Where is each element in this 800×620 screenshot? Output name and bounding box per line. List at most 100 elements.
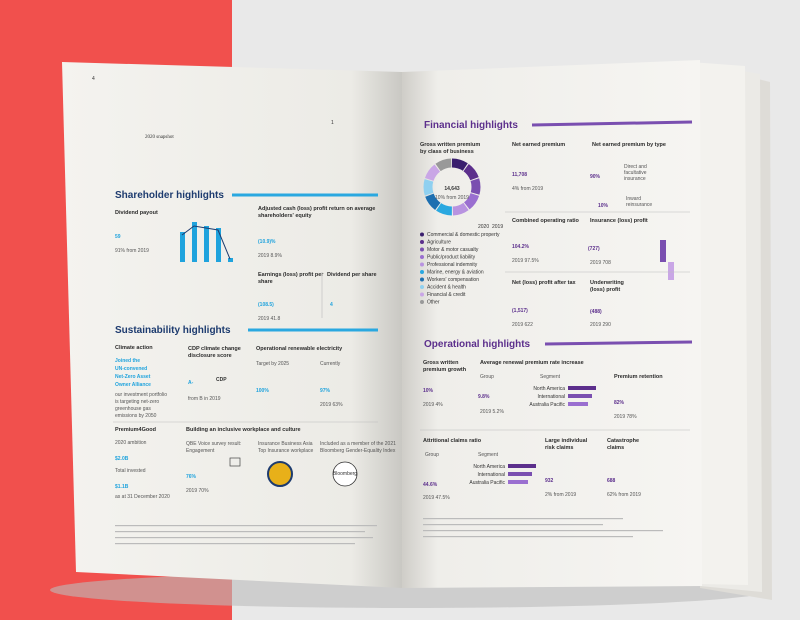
footnote-line <box>423 524 603 526</box>
class-name: Professional indemnity <box>427 262 478 268</box>
highlight: UN-convened <box>115 366 147 372</box>
label: 2020 ambition <box>115 440 147 446</box>
page-number: 4 <box>92 76 95 82</box>
value: (488) <box>590 309 602 315</box>
class-name: Accident & health <box>427 285 466 291</box>
prior: 2019 708 <box>590 260 611 266</box>
change: 91% from 2019 <box>115 248 149 254</box>
prior: 2019 47.5% <box>423 495 450 501</box>
column-header: 2020 <box>478 224 489 230</box>
label: Currently <box>320 361 341 367</box>
prior: 2019 41.8 <box>258 316 280 322</box>
title: 2020 snapshot <box>145 135 174 140</box>
prior: 2019 5.2% <box>480 409 504 415</box>
label: premium growth <box>423 367 467 373</box>
value: 100% <box>256 388 269 394</box>
value: 104.2% <box>512 244 530 250</box>
label: Large individual <box>545 438 588 444</box>
footnotes <box>423 518 663 538</box>
label: Dividend payout <box>115 210 158 216</box>
prior: 2019 70% <box>186 488 209 494</box>
label: disclosure score <box>188 353 232 359</box>
change: 62% from 2019 <box>607 492 641 498</box>
label: Combined operating ratio <box>512 218 580 224</box>
highlight: Net-Zero Asset <box>115 374 151 380</box>
value: 10% <box>598 203 609 209</box>
legend-dot <box>420 240 424 244</box>
label: Segment <box>478 452 499 458</box>
value: 59 <box>115 234 121 240</box>
donut-segment <box>423 158 481 216</box>
class-list: 2020 2019 Commercial & domestic property Ag… <box>420 224 503 306</box>
segment-list: North America International Australia Paci… <box>469 464 536 486</box>
value: 10% <box>423 388 434 394</box>
label: risk claims <box>545 445 573 451</box>
label: (loss) profit <box>590 287 620 293</box>
label: Group <box>425 452 439 458</box>
text: emissions by 2050 <box>115 413 157 419</box>
footnote-line <box>115 525 377 527</box>
segment-bar <box>568 386 596 390</box>
label: Adjusted cash (loss) profit return on av… <box>258 206 375 212</box>
rule <box>531 120 693 127</box>
label: Direct and <box>624 164 647 170</box>
bloomberg-badge <box>332 461 358 487</box>
text: is targeting net-zero <box>115 399 159 405</box>
segment-list: North America International Australia Paci… <box>529 386 596 408</box>
donut-segment <box>423 158 481 216</box>
value: 4 <box>330 302 333 308</box>
footnote-line <box>423 518 623 520</box>
label: Target by 2025 <box>256 361 289 367</box>
legend-dot <box>420 270 424 274</box>
segment-name: Australia Pacific <box>469 480 505 486</box>
legend-dot <box>420 292 424 297</box>
label: Top Insurance workplace <box>258 448 314 454</box>
label: Segment <box>540 374 561 380</box>
value: $2.0B <box>115 456 129 462</box>
class-name: Agriculture <box>427 240 451 246</box>
label: Insurance (loss) profit <box>590 218 648 224</box>
change: 2% from 2019 <box>545 492 576 498</box>
value: 9.8% <box>478 394 490 400</box>
segment-name: International <box>537 394 565 400</box>
highlight: Joined the <box>115 358 140 364</box>
class-name: Workers' compensation <box>427 277 479 283</box>
label: Net earned premium by type <box>592 142 666 148</box>
note: as at 31 December 2020 <box>115 494 170 500</box>
label: Dividend per share <box>327 272 377 278</box>
value: $1.1B <box>115 484 129 490</box>
segment-name: North America <box>533 386 565 392</box>
class-name: Commercial & domestic property <box>427 232 500 238</box>
legend-dot <box>420 262 424 267</box>
class-name: Marine, energy & aviation <box>427 270 484 276</box>
mini-bar <box>668 262 674 280</box>
highlight: Owner Alliance <box>115 382 151 388</box>
class-name: Other <box>427 300 440 306</box>
legend-dot <box>420 285 424 289</box>
value: 11,708 <box>512 172 527 178</box>
label: Total invested <box>115 468 146 474</box>
segment-bar <box>508 480 528 484</box>
bar <box>180 232 185 262</box>
prior: 2019 4% <box>423 402 443 408</box>
label: share <box>258 279 273 285</box>
segment-name: International <box>477 472 505 478</box>
value: 688 <box>607 478 616 484</box>
value: 82% <box>614 400 625 406</box>
rule <box>544 340 693 346</box>
label: Premium4Good <box>115 427 156 433</box>
prior: 2019 97.5% <box>512 258 539 264</box>
segment-bar <box>508 472 532 476</box>
label: Underwriting <box>590 280 624 286</box>
label: Inward <box>626 196 641 202</box>
label: Included as a member of the 2021 <box>320 441 396 447</box>
segment-bar <box>568 394 592 398</box>
bar <box>228 258 233 262</box>
label: Average renewal premium rate increase <box>480 360 584 366</box>
label: Gross written <box>423 360 459 366</box>
heading: Financial highlights <box>424 120 518 131</box>
label: shareholders' equity <box>258 213 313 219</box>
footnote-line <box>115 543 355 545</box>
